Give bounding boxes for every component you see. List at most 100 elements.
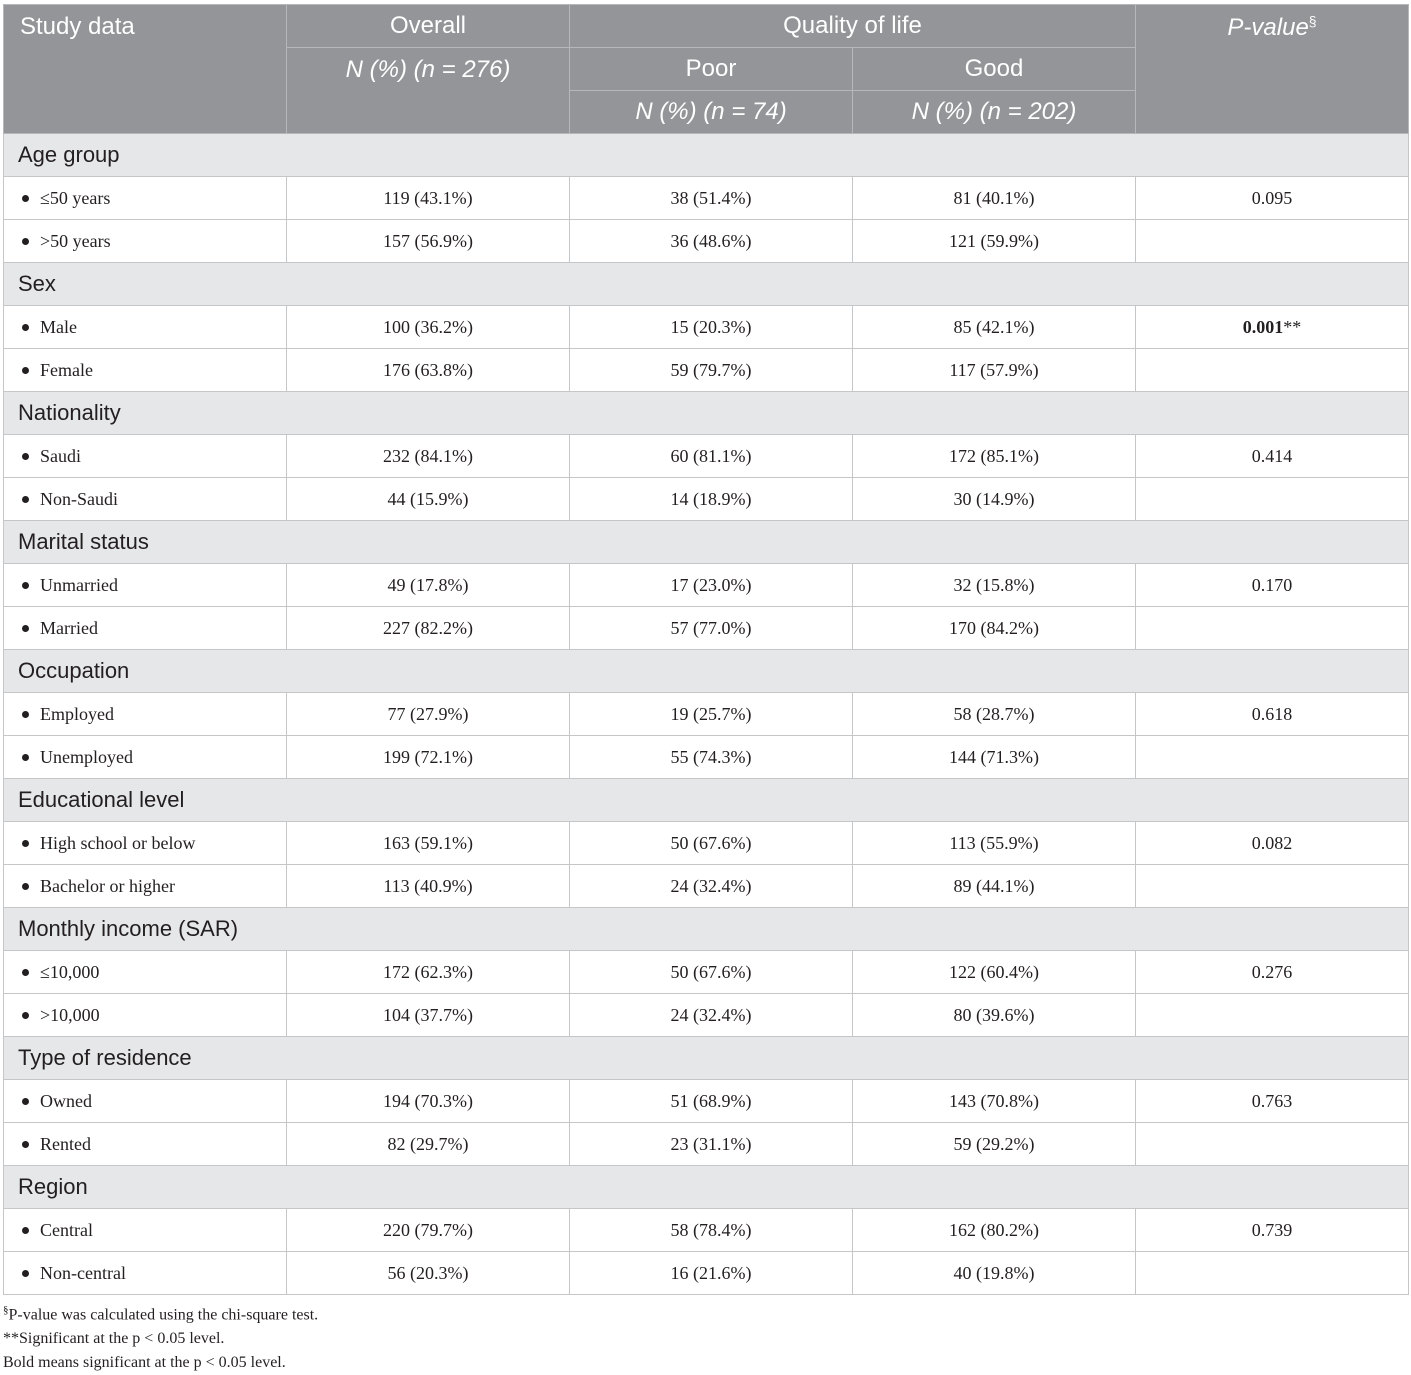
header-poor: Poor [569,47,853,91]
bullet-icon [22,581,29,589]
overall-cell: 100 (36.2%) [286,305,570,349]
bullet-icon [22,710,29,718]
bullet-icon [22,1011,29,1019]
good-cell: 89 (44.1%) [851,864,1137,908]
pvalue: 0.739 [1251,1219,1293,1240]
poor-cell: 17 (23.0%) [569,563,853,607]
overall-cell: 49 (17.8%) [286,563,570,607]
category-row: Marital status [2,520,1410,564]
table-row: >50 years 157 (56.9%) 36 (48.6%) 121 (59.9%… [3,219,1410,263]
pvalue-cell [1135,348,1410,392]
row-label: >10,000 [40,1004,100,1025]
row-label: >50 years [40,230,111,251]
pvalue-cell: 0.276 [1135,950,1410,994]
header-overall-sub: N (%) (n = 276) [286,47,570,134]
good-cell: 40 (19.8%) [851,1251,1137,1295]
bullet-icon [22,882,29,890]
header-good: Good [851,47,1137,91]
overall-cell: 77 (27.9%) [286,692,570,736]
category-row: Nationality [2,391,1410,435]
good-cell: 81 (40.1%) [851,176,1137,220]
footnotes: §P-value was calculated using the chi-sq… [3,1298,1403,1375]
category-label: Sex [2,262,1410,306]
overall-cell: 176 (63.8%) [286,348,570,392]
header-pvalue: P-value§ [1135,4,1410,134]
pvalue-cell: 0.170 [1135,563,1410,607]
row-label: Male [40,316,77,337]
row-label: Unmarried [40,574,118,595]
table-row: ≤10,000 172 (62.3%) 50 (67.6%) 122 (60.4%) 0… [3,950,1410,994]
good-cell: 58 (28.7%) [851,692,1137,736]
category-row: Region [2,1165,1410,1209]
overall-cell: 119 (43.1%) [286,176,570,220]
bullet-icon [22,323,29,331]
footnote-significant: **Significant at the p < 0.05 level. [3,1330,225,1348]
category-label: Nationality [2,391,1410,435]
study-data-table: Study data Overall Quality of life P-val… [2,4,1410,1295]
bullet-icon [22,1140,29,1148]
overall-cell: 163 (59.1%) [286,821,570,865]
overall-cell: 172 (62.3%) [286,950,570,994]
row-label-cell: >50 years [3,219,287,263]
bullet-icon [22,194,29,202]
row-label: Non-central [40,1262,126,1283]
good-cell: 172 (85.1%) [851,434,1137,478]
overall-cell: 113 (40.9%) [286,864,570,908]
header-study-data: Study data [3,4,287,134]
good-cell: 113 (55.9%) [851,821,1137,865]
pvalue: 0.763 [1251,1090,1293,1111]
pvalue-cell: 0.001** [1135,305,1410,349]
poor-cell: 24 (32.4%) [569,864,853,908]
significance-mark: ** [1283,316,1302,337]
good-cell: 143 (70.8%) [851,1079,1137,1123]
poor-cell: 15 (20.3%) [569,305,853,349]
bullet-icon [22,452,29,460]
row-label-cell: ≤10,000 [3,950,287,994]
pvalue: 0.095 [1251,187,1293,208]
row-label: Non-Saudi [40,488,118,509]
pvalue-cell: 0.763 [1135,1079,1410,1123]
header-quality-of-life: Quality of life [568,4,1137,48]
row-label: ≤10,000 [40,961,100,982]
overall-cell: 232 (84.1%) [286,434,570,478]
good-cell: 121 (59.9%) [851,219,1137,263]
row-label-cell: Unmarried [3,563,287,607]
row-label: High school or below [40,832,196,853]
pvalue-cell [1135,606,1410,650]
poor-cell: 36 (48.6%) [569,219,853,263]
row-label: Female [40,359,93,380]
poor-cell: 16 (21.6%) [569,1251,853,1295]
category-row: Age group [2,133,1410,177]
category-label: Type of residence [2,1036,1410,1080]
overall-cell: 82 (29.7%) [286,1122,570,1166]
poor-cell: 50 (67.6%) [569,821,853,865]
good-cell: 122 (60.4%) [851,950,1137,994]
pvalue-cell: 0.082 [1135,821,1410,865]
row-label: Owned [40,1090,92,1111]
table-row: Unmarried 49 (17.8%) 17 (23.0%) 32 (15.8%) 0… [3,563,1410,607]
header-overall: Overall [286,4,570,48]
pvalue-cell [1135,864,1410,908]
row-label: Employed [40,703,114,724]
table-row: Non-central 56 (20.3%) 16 (21.6%) 40 (19.8%… [3,1251,1410,1295]
pvalue-cell [1135,1251,1410,1295]
row-label-cell: Married [3,606,287,650]
overall-cell: 56 (20.3%) [286,1251,570,1295]
row-label-cell: Saudi [3,434,287,478]
pvalue-cell [1135,477,1410,521]
table-header: Study data Overall Quality of life P-val… [3,4,1410,134]
category-label: Educational level [2,778,1410,822]
good-cell: 117 (57.9%) [851,348,1137,392]
poor-cell: 60 (81.1%) [569,434,853,478]
row-label-cell: Unemployed [3,735,287,779]
poor-cell: 51 (68.9%) [569,1079,853,1123]
row-label: Saudi [40,445,82,466]
poor-cell: 23 (31.1%) [569,1122,853,1166]
table-row: Unemployed 199 (72.1%) 55 (74.3%) 144 (71.3… [3,735,1410,779]
bullet-icon [22,1097,29,1105]
pvalue-cell [1135,993,1410,1037]
poor-cell: 50 (67.6%) [569,950,853,994]
pvalue-cell: 0.739 [1135,1208,1410,1252]
category-label: Region [2,1165,1410,1209]
row-label-cell: Female [3,348,287,392]
